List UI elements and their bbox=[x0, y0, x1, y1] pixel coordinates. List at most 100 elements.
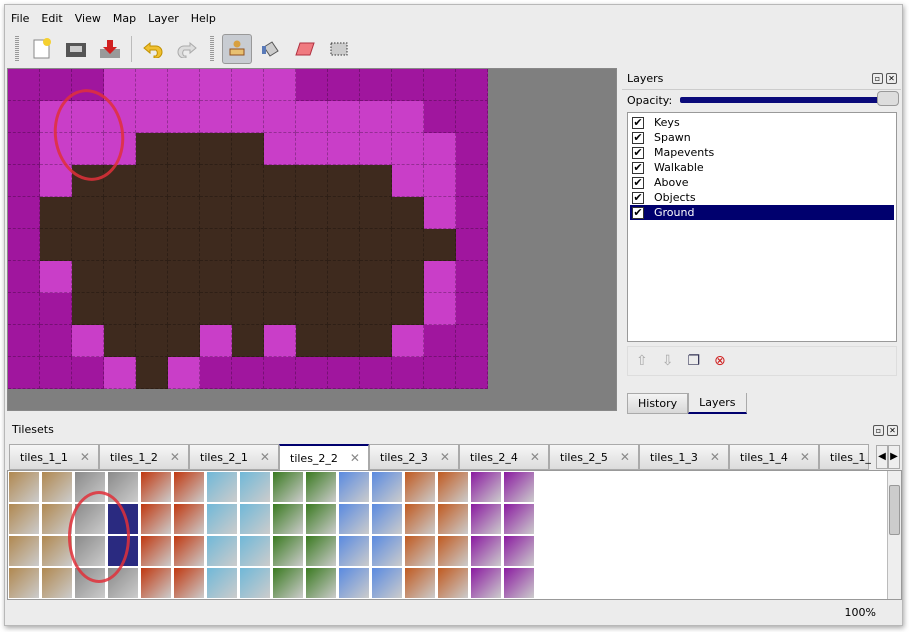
layer-visibility-checkbox[interactable]: ✔ bbox=[632, 205, 644, 219]
map-tile[interactable] bbox=[232, 197, 264, 229]
map-tile[interactable] bbox=[360, 133, 392, 165]
map-canvas[interactable] bbox=[7, 68, 617, 411]
tileset-tab[interactable]: tiles_1_ bbox=[819, 444, 871, 470]
map-tile[interactable] bbox=[424, 293, 456, 325]
menu-view[interactable]: View bbox=[74, 12, 101, 25]
map-tile[interactable] bbox=[104, 133, 136, 165]
tileset-tile[interactable] bbox=[437, 471, 469, 503]
map-tile[interactable] bbox=[8, 357, 40, 389]
tileset-tile[interactable] bbox=[272, 503, 304, 535]
map-tile[interactable] bbox=[264, 293, 296, 325]
map-tile[interactable] bbox=[264, 229, 296, 261]
map-tile[interactable] bbox=[296, 197, 328, 229]
tileset-tile[interactable] bbox=[272, 567, 304, 599]
tileset-tile[interactable] bbox=[239, 471, 271, 503]
map-tile[interactable] bbox=[328, 293, 360, 325]
layer-visibility-checkbox[interactable]: ✔ bbox=[632, 115, 644, 129]
rect-select-icon[interactable] bbox=[324, 34, 354, 64]
tileset-tile[interactable] bbox=[404, 471, 436, 503]
tileset-tile[interactable] bbox=[371, 471, 403, 503]
map-tile[interactable] bbox=[456, 165, 488, 197]
toolbar-grip[interactable] bbox=[15, 36, 19, 62]
layer-row[interactable]: ✔ Spawn bbox=[630, 130, 894, 145]
delete-layer-icon[interactable]: ⊗ bbox=[714, 353, 726, 369]
map-tile[interactable] bbox=[232, 69, 264, 101]
map-tile[interactable] bbox=[40, 133, 72, 165]
tileset-tile[interactable] bbox=[470, 471, 502, 503]
layer-visibility-checkbox[interactable]: ✔ bbox=[632, 175, 644, 189]
map-tile[interactable] bbox=[424, 101, 456, 133]
tileset-tile[interactable] bbox=[173, 471, 205, 503]
map-tile[interactable] bbox=[72, 133, 104, 165]
map-tile[interactable] bbox=[200, 325, 232, 357]
map-tile[interactable] bbox=[72, 261, 104, 293]
map-tile[interactable] bbox=[392, 69, 424, 101]
map-tile[interactable] bbox=[72, 229, 104, 261]
tileset-tile[interactable] bbox=[338, 535, 370, 567]
map-tile[interactable] bbox=[424, 69, 456, 101]
map-tile[interactable] bbox=[136, 357, 168, 389]
map-tile[interactable] bbox=[456, 197, 488, 229]
tileset-tile[interactable] bbox=[371, 503, 403, 535]
tileset-tab[interactable]: tiles_2_2 ✕ bbox=[279, 444, 369, 471]
tileset-tile[interactable] bbox=[140, 567, 172, 599]
tileset-tile[interactable] bbox=[239, 535, 271, 567]
map-tile[interactable] bbox=[328, 69, 360, 101]
eraser-icon[interactable] bbox=[290, 34, 320, 64]
map-tile[interactable] bbox=[8, 293, 40, 325]
map-tile[interactable] bbox=[360, 357, 392, 389]
float-icon[interactable]: ▫ bbox=[873, 424, 884, 436]
map-tile[interactable] bbox=[8, 133, 40, 165]
float-icon[interactable]: ▫ bbox=[872, 73, 883, 84]
map-tile[interactable] bbox=[136, 261, 168, 293]
map-tile[interactable] bbox=[360, 261, 392, 293]
map-tile[interactable] bbox=[168, 101, 200, 133]
map-tile[interactable] bbox=[200, 101, 232, 133]
map-tile[interactable] bbox=[360, 69, 392, 101]
tileset-tile[interactable] bbox=[41, 471, 73, 503]
tab-scroll-right-icon[interactable]: ▶ bbox=[888, 445, 900, 469]
tileset-tile[interactable] bbox=[8, 567, 40, 599]
map-tile[interactable] bbox=[392, 293, 424, 325]
map-tile[interactable] bbox=[40, 261, 72, 293]
layer-visibility-checkbox[interactable]: ✔ bbox=[632, 190, 644, 204]
tileset-tile[interactable] bbox=[206, 471, 238, 503]
map-tile[interactable] bbox=[104, 357, 136, 389]
map-tile[interactable] bbox=[8, 69, 40, 101]
map-tile[interactable] bbox=[424, 325, 456, 357]
map-tile[interactable] bbox=[296, 261, 328, 293]
map-tile[interactable] bbox=[40, 101, 72, 133]
tileset-tile[interactable] bbox=[338, 503, 370, 535]
map-tile[interactable] bbox=[168, 293, 200, 325]
map-tile[interactable] bbox=[424, 261, 456, 293]
map-tile[interactable] bbox=[200, 197, 232, 229]
close-icon[interactable]: ✕ bbox=[886, 73, 897, 84]
tileset-tile[interactable] bbox=[338, 471, 370, 503]
map-tile[interactable] bbox=[264, 261, 296, 293]
layer-row[interactable]: ✔ Above bbox=[630, 175, 894, 190]
layer-row[interactable]: ✔ Mapevents bbox=[630, 145, 894, 160]
close-tab-icon[interactable]: ✕ bbox=[709, 450, 720, 464]
tileset-tile[interactable] bbox=[404, 535, 436, 567]
map-tile[interactable] bbox=[168, 133, 200, 165]
map-tile[interactable] bbox=[136, 133, 168, 165]
map-tile[interactable] bbox=[264, 197, 296, 229]
tileset-tab[interactable]: tiles_1_2 ✕ bbox=[99, 444, 189, 470]
tileset-tile[interactable] bbox=[305, 567, 337, 599]
map-tile[interactable] bbox=[456, 261, 488, 293]
map-tile[interactable] bbox=[40, 229, 72, 261]
map-tile[interactable] bbox=[72, 197, 104, 229]
tileset-tab[interactable]: tiles_2_3 ✕ bbox=[369, 444, 459, 470]
tileset-tile[interactable] bbox=[239, 567, 271, 599]
tileset-tile[interactable] bbox=[437, 503, 469, 535]
close-icon[interactable]: ✕ bbox=[887, 424, 898, 436]
menu-file[interactable]: File bbox=[11, 12, 30, 25]
close-tab-icon[interactable]: ✕ bbox=[349, 451, 360, 465]
map-tile[interactable] bbox=[8, 197, 40, 229]
tileset-tile[interactable] bbox=[206, 535, 238, 567]
tileset-tile[interactable] bbox=[470, 503, 502, 535]
close-tab-icon[interactable]: ✕ bbox=[439, 450, 450, 464]
toolbar-grip[interactable] bbox=[210, 36, 214, 62]
close-tab-icon[interactable]: ✕ bbox=[79, 450, 90, 464]
vertical-scrollbar[interactable] bbox=[887, 471, 901, 599]
